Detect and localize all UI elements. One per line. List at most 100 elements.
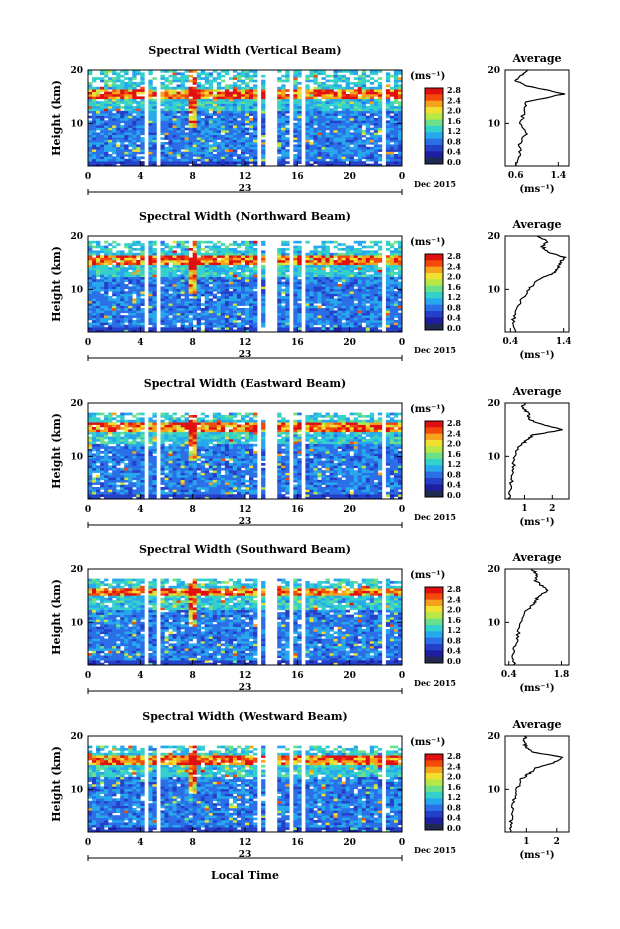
- heatmap-cell: [334, 262, 338, 265]
- heatmap-cell: [293, 132, 297, 135]
- heatmap-cell: [354, 260, 358, 263]
- heatmap-cell: [148, 265, 152, 268]
- heatmap-cell: [181, 315, 185, 318]
- heatmap-cell: [197, 320, 201, 323]
- heatmap-cell: [197, 152, 201, 155]
- heatmap-cell: [88, 265, 92, 268]
- heatmap-cell: [193, 291, 197, 294]
- heatmap-cell: [177, 286, 181, 289]
- heatmap-cell: [350, 253, 354, 256]
- heatmap-cell: [394, 265, 398, 268]
- heatmap-cell: [305, 322, 309, 325]
- heatmap-cell: [193, 130, 197, 133]
- heatmap-cell: [197, 116, 201, 119]
- heatmap-cell: [261, 298, 265, 301]
- heatmap-cell: [366, 313, 370, 316]
- heatmap-cell: [305, 128, 309, 131]
- heatmap-cell: [120, 75, 124, 78]
- heatmap-cell: [378, 255, 382, 258]
- heatmap-cell: [313, 255, 317, 258]
- heatmap-cell: [140, 72, 144, 75]
- heatmap-cell: [253, 248, 257, 251]
- heatmap-cell: [293, 118, 297, 121]
- heatmap-cell: [169, 80, 173, 83]
- heatmap-cell: [197, 248, 201, 251]
- heatmap-cell: [217, 322, 221, 325]
- heatmap-cell: [390, 161, 394, 164]
- heatmap-cell: [213, 289, 217, 292]
- colorbar-swatch: [425, 132, 443, 139]
- heatmap-cell: [321, 113, 325, 116]
- heatmap-cell: [249, 322, 253, 325]
- heatmap-cell: [160, 294, 164, 297]
- heatmap-cell: [201, 106, 205, 109]
- heatmap-cell: [116, 267, 120, 270]
- heatmap-cell: [293, 149, 297, 152]
- heatmap-cell: [253, 123, 257, 126]
- heatmap-cell: [164, 116, 168, 119]
- heatmap-cell: [366, 99, 370, 102]
- heatmap-cell: [281, 243, 285, 246]
- heatmap-cell: [169, 322, 173, 325]
- heatmap-cell: [313, 258, 317, 261]
- heatmap-cell: [261, 313, 265, 316]
- heatmap-cell: [185, 284, 189, 287]
- heatmap-cell: [297, 282, 301, 285]
- heatmap-cell: [148, 320, 152, 323]
- heatmap-cell: [128, 106, 132, 109]
- heatmap-cell: [297, 159, 301, 162]
- heatmap-cell: [136, 270, 140, 273]
- heatmap-cell: [136, 116, 140, 119]
- heatmap-cell: [221, 248, 225, 251]
- heatmap-cell: [253, 291, 257, 294]
- heatmap-cell: [193, 296, 197, 299]
- heatmap-cell: [92, 253, 96, 256]
- heatmap-cell: [225, 137, 229, 140]
- heatmap-cell: [221, 265, 225, 268]
- heatmap-cell: [313, 156, 317, 159]
- heatmap-cell: [354, 320, 358, 323]
- avg-x-tick-label: 1.4: [550, 171, 566, 181]
- heatmap-cell: [277, 303, 281, 306]
- heatmap-cell: [386, 279, 390, 282]
- heatmap-cell: [374, 289, 378, 292]
- heatmap-cell: [237, 113, 241, 116]
- heatmap-cell: [164, 272, 168, 275]
- heatmap-cell: [213, 246, 217, 249]
- heatmap-cell: [285, 270, 289, 273]
- heatmap-cell: [201, 92, 205, 95]
- heatmap-cell: [88, 125, 92, 128]
- heatmap-cell: [209, 265, 213, 268]
- heatmap-cell: [317, 104, 321, 107]
- heatmap-cell: [366, 120, 370, 123]
- heatmap-cell: [281, 241, 285, 244]
- heatmap-cell: [217, 72, 221, 75]
- heatmap-cell: [92, 465, 96, 468]
- heatmap-cell: [317, 113, 321, 116]
- heatmap-cell: [96, 294, 100, 297]
- heatmap-cell: [169, 284, 173, 287]
- heatmap-cell: [293, 265, 297, 268]
- heatmap-cell: [160, 94, 164, 97]
- heatmap-cell: [100, 294, 104, 297]
- heatmap-cell: [225, 289, 229, 292]
- heatmap-cell: [338, 84, 342, 87]
- heatmap-cell: [374, 313, 378, 316]
- heatmap-cell: [346, 87, 350, 90]
- heatmap-cell: [92, 470, 96, 473]
- heatmap-cell: [185, 142, 189, 145]
- heatmap-cell: [108, 301, 112, 304]
- heatmap-cell: [88, 480, 92, 483]
- heatmap-cell: [285, 298, 289, 301]
- heatmap-cell: [237, 128, 241, 131]
- heatmap-cell: [185, 274, 189, 277]
- heatmap-cell: [189, 286, 193, 289]
- heatmap-cell: [169, 255, 173, 258]
- heatmap-cell: [317, 118, 321, 121]
- heatmap-cell: [354, 253, 358, 256]
- heatmap-cell: [177, 270, 181, 273]
- heatmap-cell: [148, 282, 152, 285]
- heatmap-cell: [241, 80, 245, 83]
- heatmap-cell: [281, 87, 285, 90]
- heatmap-cell: [128, 89, 132, 92]
